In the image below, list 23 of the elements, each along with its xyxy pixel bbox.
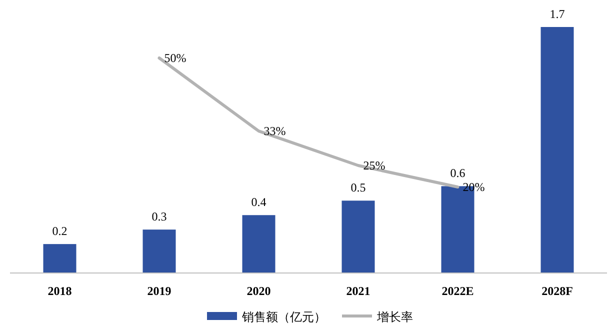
bar [142,230,176,273]
data-label: 0.5 [350,180,366,195]
legend-label: 增长率 [376,310,413,324]
x-tick-label: 2022E [442,284,474,298]
x-tick-label: 2018 [48,284,72,298]
data-label: 1.7 [550,7,565,21]
data-label: 0.2 [52,224,68,238]
legend-label: 销售额（亿元） [241,310,326,324]
data-label: 50% [164,51,186,65]
data-label: 33% [264,124,286,138]
bar [342,200,375,273]
x-tick-label: 2021 [346,284,370,298]
bar [242,215,276,273]
data-label: 0.6 [450,166,466,180]
data-label: 25% [363,158,386,172]
data-label: 0.3 [152,210,167,224]
x-tick-label: 2019 [147,284,172,298]
bar [540,27,574,273]
bar [43,244,76,273]
data-label: 20% [462,180,485,194]
data-label: 0.4 [251,195,266,210]
x-tick-label: 2028F [542,284,573,298]
x-tick-label: 2020 [246,284,271,298]
